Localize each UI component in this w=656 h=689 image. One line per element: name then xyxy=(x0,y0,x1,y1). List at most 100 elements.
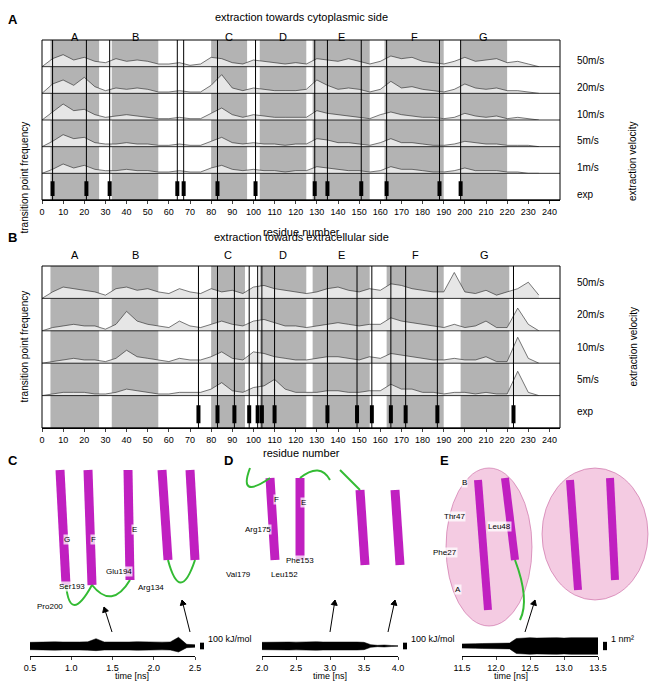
svg-text:D: D xyxy=(224,453,233,468)
svg-text:Arg175: Arg175 xyxy=(245,525,271,534)
svg-text:E: E xyxy=(338,31,345,43)
svg-text:20: 20 xyxy=(79,207,89,217)
svg-text:G: G xyxy=(480,249,489,261)
svg-text:E: E xyxy=(132,525,137,534)
svg-text:11.5: 11.5 xyxy=(454,663,471,673)
svg-text:180: 180 xyxy=(415,435,430,445)
svg-text:F: F xyxy=(412,249,419,261)
svg-text:1.5: 1.5 xyxy=(106,663,119,673)
svg-text:200: 200 xyxy=(457,207,472,217)
svg-text:10: 10 xyxy=(58,207,68,217)
svg-text:240: 240 xyxy=(542,435,557,445)
svg-text:G: G xyxy=(64,535,70,544)
svg-text:30: 30 xyxy=(100,435,110,445)
svg-text:B: B xyxy=(462,478,467,487)
svg-text:E: E xyxy=(338,249,345,261)
svg-text:time [ns]: time [ns] xyxy=(313,671,347,681)
svg-text:160: 160 xyxy=(373,435,388,445)
svg-text:time [ns]: time [ns] xyxy=(115,671,149,681)
svg-text:A: A xyxy=(71,249,79,261)
svg-text:extraction towards cytoplasmic: extraction towards cytoplasmic side xyxy=(215,11,388,23)
svg-text:extraction towards extracellul: extraction towards extracellular side xyxy=(214,231,389,243)
svg-text:exp: exp xyxy=(577,406,594,417)
svg-text:190: 190 xyxy=(436,435,451,445)
svg-text:0.5: 0.5 xyxy=(24,663,37,673)
svg-text:D: D xyxy=(279,249,287,261)
svg-text:E: E xyxy=(440,453,449,468)
svg-text:Glu194: Glu194 xyxy=(106,567,132,576)
svg-text:C: C xyxy=(225,31,233,43)
svg-text:100 kJ/mol: 100 kJ/mol xyxy=(208,634,252,644)
svg-text:exp: exp xyxy=(577,189,594,200)
svg-text:80: 80 xyxy=(206,207,216,217)
svg-text:50: 50 xyxy=(143,207,153,217)
svg-text:140: 140 xyxy=(330,435,345,445)
svg-text:50: 50 xyxy=(143,435,153,445)
svg-text:13.5: 13.5 xyxy=(589,663,607,673)
svg-text:B: B xyxy=(8,230,17,245)
svg-text:200: 200 xyxy=(457,435,472,445)
svg-text:2.0: 2.0 xyxy=(256,663,269,673)
svg-text:50m/s: 50m/s xyxy=(577,277,604,288)
svg-text:0: 0 xyxy=(39,207,44,217)
svg-text:210: 210 xyxy=(478,435,493,445)
svg-text:B: B xyxy=(132,249,139,261)
svg-text:190: 190 xyxy=(436,207,451,217)
svg-text:40: 40 xyxy=(122,207,132,217)
svg-text:130: 130 xyxy=(309,207,324,217)
svg-text:110: 110 xyxy=(267,207,281,217)
svg-text:150: 150 xyxy=(352,207,367,217)
svg-text:230: 230 xyxy=(521,435,536,445)
svg-text:50m/s: 50m/s xyxy=(577,55,604,66)
svg-text:100: 100 xyxy=(246,207,261,217)
svg-text:E: E xyxy=(301,498,306,507)
svg-text:2.5: 2.5 xyxy=(189,663,202,673)
svg-text:1.0: 1.0 xyxy=(65,663,78,673)
svg-text:100 kJ/mol: 100 kJ/mol xyxy=(411,634,455,644)
svg-text:120: 120 xyxy=(288,207,303,217)
svg-text:1m/s: 1m/s xyxy=(577,162,599,173)
svg-text:40: 40 xyxy=(122,435,132,445)
svg-text:230: 230 xyxy=(521,207,536,217)
svg-text:100: 100 xyxy=(246,435,261,445)
svg-text:Leu48: Leu48 xyxy=(488,522,511,531)
svg-text:12.0: 12.0 xyxy=(487,663,505,673)
svg-text:220: 220 xyxy=(500,207,515,217)
svg-text:30: 30 xyxy=(100,207,110,217)
svg-text:170: 170 xyxy=(394,435,409,445)
svg-text:residue number: residue number xyxy=(263,447,340,459)
svg-text:12.5: 12.5 xyxy=(521,663,539,673)
svg-text:0: 0 xyxy=(39,435,44,445)
svg-text:residue number: residue number xyxy=(263,226,340,238)
svg-text:130: 130 xyxy=(309,435,324,445)
svg-text:C: C xyxy=(224,249,232,261)
svg-text:20m/s: 20m/s xyxy=(577,309,604,320)
svg-text:C: C xyxy=(8,453,18,468)
svg-text:210: 210 xyxy=(478,207,493,217)
svg-text:B: B xyxy=(132,31,139,43)
svg-text:150: 150 xyxy=(352,435,367,445)
svg-text:F: F xyxy=(411,31,418,43)
svg-text:3.5: 3.5 xyxy=(358,663,371,673)
svg-text:1 nm²: 1 nm² xyxy=(611,634,634,644)
svg-text:70: 70 xyxy=(185,207,195,217)
svg-text:Pro200: Pro200 xyxy=(37,602,63,611)
svg-text:160: 160 xyxy=(373,207,388,217)
svg-text:extraction velocity: extraction velocity xyxy=(627,122,638,201)
svg-text:90: 90 xyxy=(227,207,237,217)
svg-text:2.0: 2.0 xyxy=(147,663,160,673)
svg-text:A: A xyxy=(71,31,79,43)
svg-text:20m/s: 20m/s xyxy=(577,82,604,93)
svg-text:Arg134: Arg134 xyxy=(138,583,164,592)
svg-text:Phe153: Phe153 xyxy=(286,556,314,565)
svg-text:Thr47: Thr47 xyxy=(444,512,465,521)
svg-text:transition point frequency: transition point frequency xyxy=(19,291,30,403)
svg-text:240: 240 xyxy=(542,207,557,217)
svg-text:F: F xyxy=(91,535,96,544)
svg-text:60: 60 xyxy=(164,435,174,445)
svg-text:10m/s: 10m/s xyxy=(577,342,604,353)
svg-text:transition point frequency: transition point frequency xyxy=(19,122,30,234)
svg-text:90: 90 xyxy=(227,435,237,445)
svg-text:180: 180 xyxy=(415,207,430,217)
svg-text:60: 60 xyxy=(164,207,174,217)
